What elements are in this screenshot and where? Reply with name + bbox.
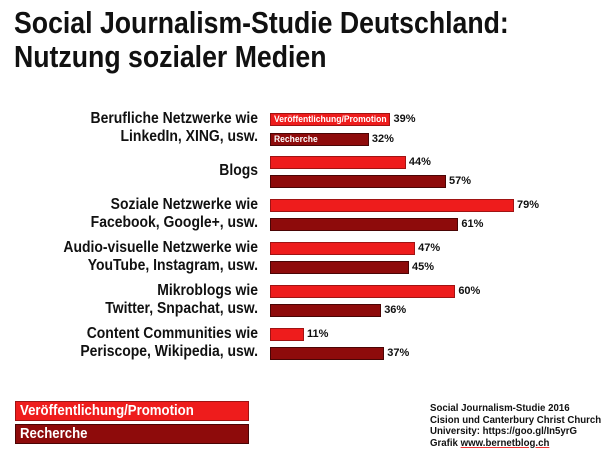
legend-item-promotion: Veröffentlichung/Promotion: [15, 401, 249, 421]
data-label: 39%: [393, 113, 416, 125]
data-label: 11%: [306, 327, 329, 340]
bar: [270, 241, 416, 255]
source-line: Cision und Canterbury Christ Church: [430, 413, 602, 426]
category-label: Mikroblogs wie Twitter, Snpachat, usw.: [24, 282, 258, 318]
category-label-line: Soziale Netzwerke wie: [110, 195, 258, 213]
category-label-line: Facebook, Google+, usw.: [90, 213, 258, 231]
bar: [270, 347, 385, 360]
category-label: Soziale Netzwerke wie Facebook, Google+, …: [24, 196, 258, 232]
data-label: 44%: [408, 155, 431, 168]
bar: [270, 218, 459, 232]
category-label-line: Periscope, Wikipedia, usw.: [80, 342, 258, 360]
category-label-line: Berufliche Netzwerke wie: [90, 110, 258, 127]
legend-label: Veröffentlichung/Promotion: [20, 402, 194, 419]
bar: [270, 155, 406, 169]
category-label: Blogs: [24, 162, 258, 180]
bar-series-label: Veröffentlichung/Promotion: [274, 114, 387, 125]
category-label: Audio-visuelle Netzwerke wie YouTube, Ins…: [24, 239, 258, 275]
bar-series-label: Recherche: [274, 133, 318, 145]
data-label: 32%: [371, 132, 394, 145]
category-label-line: YouTube, Instagram, usw.: [87, 256, 258, 274]
data-label: 36%: [384, 304, 407, 317]
category-label-line: Content Communities wie: [86, 324, 258, 342]
legend-label: Recherche: [20, 425, 88, 442]
source-note: Social Journalism-Studie 2016 Cision und…: [430, 402, 602, 450]
bar: [270, 175, 447, 189]
legend-item-recherche: Recherche: [15, 424, 249, 444]
data-label: 47%: [418, 241, 441, 254]
credit-link[interactable]: www.bernetblog.ch: [460, 436, 550, 449]
data-label: 60%: [458, 284, 481, 297]
data-label: 37%: [387, 347, 410, 359]
chart-title-line-1: Social Journalism-Studie Deutschland:: [14, 5, 509, 40]
bar: [270, 261, 409, 275]
bar: [270, 198, 514, 212]
data-label: 79%: [517, 198, 540, 211]
category-label-line: Twitter, Snpachat, usw.: [105, 299, 258, 317]
bar: [270, 113, 391, 126]
bar: [270, 284, 456, 298]
category-label: Content Communities wie Periscope, Wikipe…: [24, 325, 258, 361]
category-label-line: Blogs: [219, 161, 258, 179]
category-label-line: LinkedIn, XING, usw.: [120, 128, 258, 145]
source-line: University: https://goo.gl/In5yrG: [430, 425, 578, 437]
category-label: Berufliche Netzwerke wie LinkedIn, XING, …: [24, 110, 258, 146]
category-label-line: Audio-visuelle Netzwerke wie: [63, 238, 259, 256]
data-label: 45%: [411, 261, 435, 274]
bar: [270, 132, 369, 146]
bar: [270, 304, 382, 318]
data-label: 57%: [449, 175, 472, 188]
source-line: Social Journalism-Studie 2016: [430, 402, 570, 414]
credit-prefix: Grafik: [430, 436, 458, 449]
credit-line: Grafik www.bernetblog.ch: [430, 436, 601, 450]
chart-title-line-2: Nutzung sozialer Medien: [14, 39, 327, 74]
bar: [270, 327, 304, 341]
category-label-line: Mikroblogs wie: [157, 281, 258, 299]
data-label: 61%: [461, 218, 484, 231]
